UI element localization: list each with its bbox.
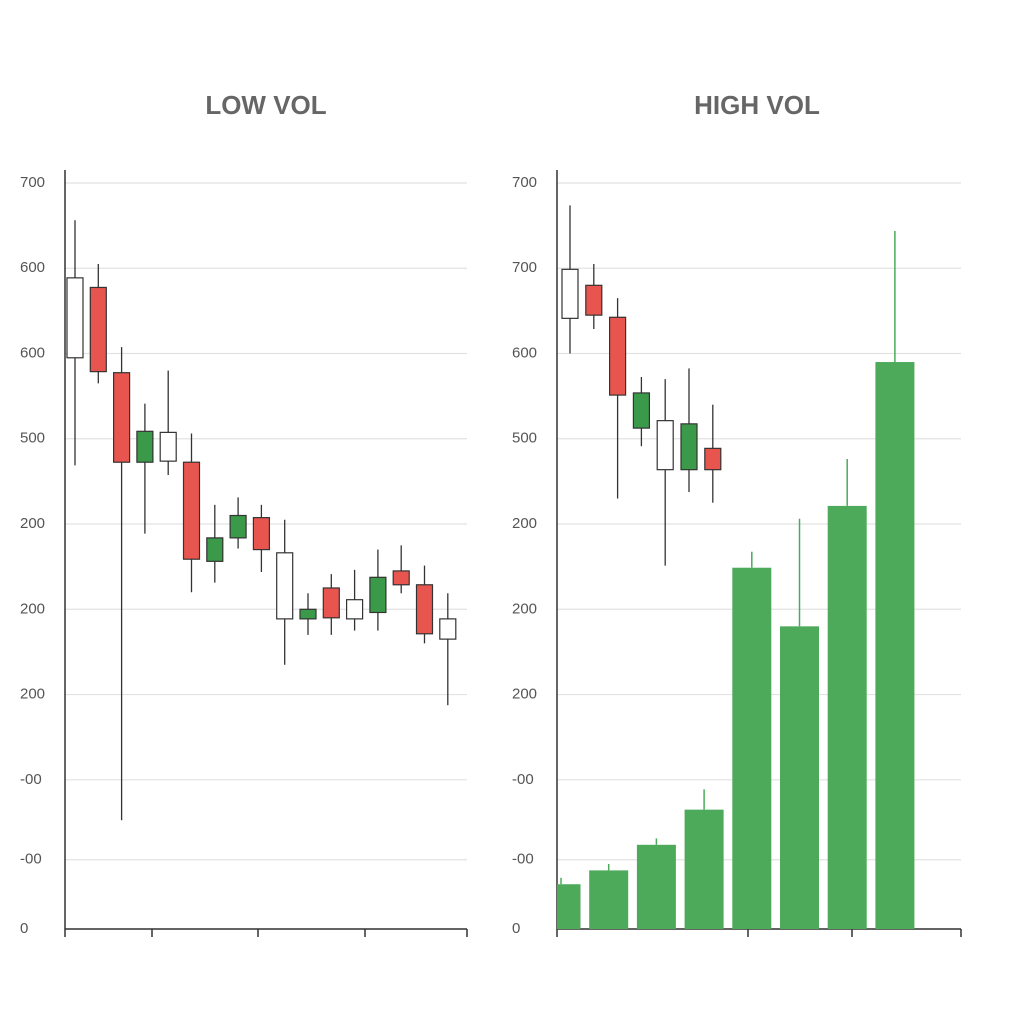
y-tick-label: 200 <box>512 686 537 703</box>
bar <box>780 626 819 929</box>
candle-body <box>656 420 674 471</box>
y-tick-label: 600 <box>20 344 45 361</box>
candle-body <box>561 268 579 319</box>
y-tick-label: -00 <box>512 851 534 868</box>
candle-body <box>159 431 177 462</box>
bar <box>636 844 676 929</box>
candle-body <box>632 392 651 429</box>
candle-body <box>585 284 603 316</box>
y-tick-label: -00 <box>20 851 42 868</box>
y-tick-label: 0 <box>512 920 520 937</box>
y-tick-label: 200 <box>20 600 45 617</box>
y-tick-label: 700 <box>512 174 537 191</box>
y-tick-label: 600 <box>512 344 537 361</box>
candle-body <box>608 316 627 396</box>
chart-title: HIGH VOL <box>694 90 820 120</box>
y-tick-label: 200 <box>20 686 45 703</box>
y-tick-label: -00 <box>20 771 42 788</box>
candle-body <box>346 599 364 620</box>
candle-body <box>415 584 434 635</box>
candle-body <box>229 514 247 539</box>
bar <box>684 809 724 929</box>
candle-body <box>112 372 131 463</box>
y-tick-label: 0 <box>20 920 28 937</box>
candle-body <box>439 618 457 640</box>
y-tick-label: 200 <box>512 515 537 532</box>
candle-body <box>369 576 387 614</box>
bar <box>589 870 629 929</box>
candle-body <box>252 517 270 551</box>
bar <box>827 505 867 929</box>
y-tick-label: 700 <box>512 259 537 276</box>
candle-body <box>89 286 107 373</box>
bar <box>732 567 772 929</box>
y-tick-label: 700 <box>20 174 45 191</box>
bar <box>557 884 581 929</box>
y-tick-label: 200 <box>512 600 537 617</box>
bar <box>875 362 915 929</box>
candle-body <box>206 537 224 562</box>
candle-body <box>322 587 340 619</box>
y-tick-label: 500 <box>512 430 537 447</box>
candle-body <box>704 447 722 471</box>
chart-title: LOW VOL <box>205 90 326 120</box>
candle-body <box>66 277 84 359</box>
candle-body <box>276 552 294 620</box>
y-tick-label: 500 <box>20 430 45 447</box>
candle-body <box>136 430 154 463</box>
candle-body <box>680 423 698 471</box>
y-tick-label: 600 <box>20 259 45 276</box>
y-tick-label: 200 <box>20 515 45 532</box>
y-tick-label: -00 <box>512 771 534 788</box>
candle-body <box>182 461 201 560</box>
candle-body <box>299 608 317 620</box>
candle-body <box>392 570 410 586</box>
